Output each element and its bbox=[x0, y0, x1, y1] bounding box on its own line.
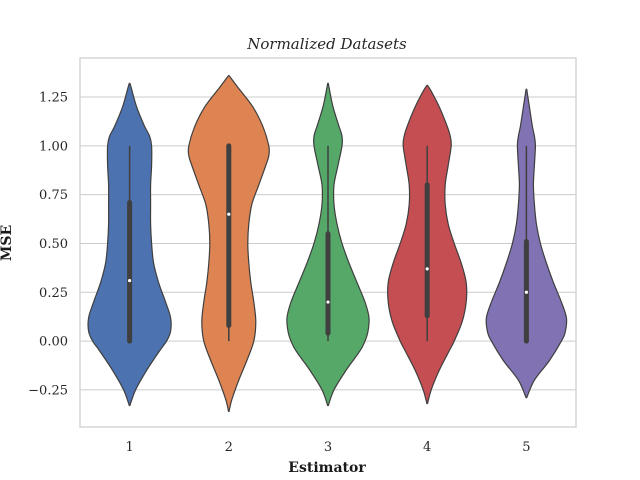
x-axis-label: Estimator bbox=[288, 460, 366, 476]
x-tick-label: 4 bbox=[423, 440, 431, 455]
x-tick-label: 3 bbox=[324, 440, 332, 455]
y-tick-label: 0.00 bbox=[39, 335, 68, 350]
chart-title: Normalized Datasets bbox=[246, 35, 407, 53]
violin-4 bbox=[387, 84, 468, 405]
y-tick-label: 0.50 bbox=[39, 237, 68, 252]
x-tick-label: 2 bbox=[225, 440, 233, 455]
plot-frame bbox=[79, 57, 577, 428]
y-tick-label: 0.25 bbox=[39, 286, 68, 301]
violin-3 bbox=[286, 82, 370, 407]
violin-bodies bbox=[87, 74, 568, 412]
y-tick-label: −0.25 bbox=[28, 383, 68, 398]
violin-2 bbox=[187, 74, 270, 412]
violin-median-dot bbox=[326, 300, 330, 304]
y-tick-label: 1.00 bbox=[39, 139, 68, 154]
violin-median-dot bbox=[524, 290, 529, 294]
violin-1 bbox=[87, 82, 172, 407]
violin-median-dot bbox=[425, 267, 429, 271]
violin-median-dot bbox=[227, 212, 231, 216]
y-axis-label: MSE bbox=[0, 225, 15, 261]
y-tick-label: 1.25 bbox=[39, 91, 68, 106]
violin-median-dot bbox=[128, 278, 132, 283]
violin-5 bbox=[485, 88, 568, 399]
y-tick-label: 0.75 bbox=[39, 188, 68, 203]
y-tick-labels: −0.25 0.00 0.25 0.50 0.75 1.00 1.25 bbox=[28, 91, 68, 399]
x-tick-label: 1 bbox=[125, 440, 133, 455]
x-tick-labels: 1 2 3 4 5 bbox=[125, 440, 530, 455]
x-tick-label: 5 bbox=[522, 440, 530, 455]
